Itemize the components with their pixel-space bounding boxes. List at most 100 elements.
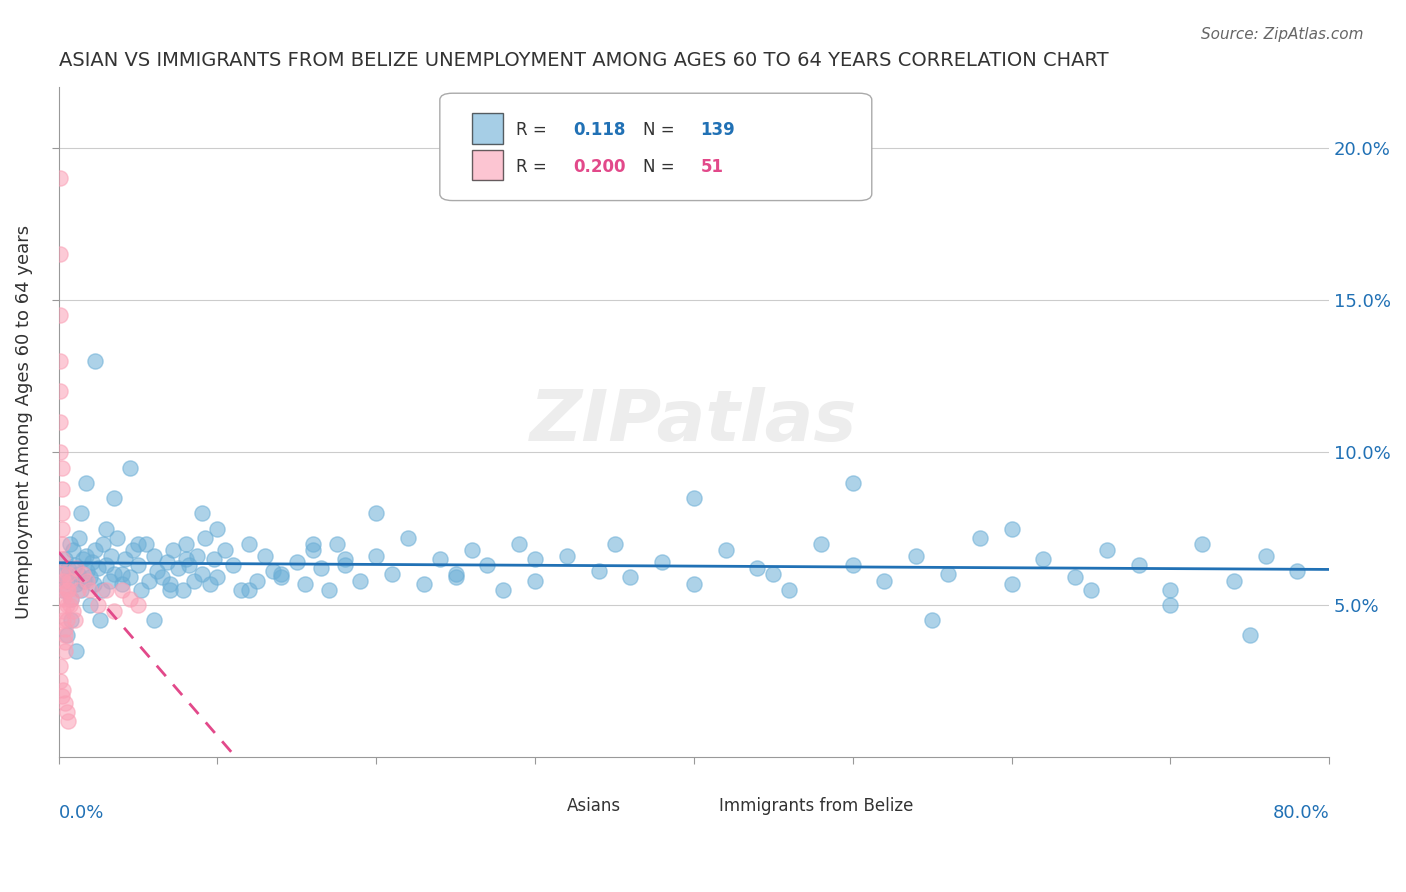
Point xyxy=(619,570,641,584)
Point xyxy=(333,558,356,573)
Point xyxy=(79,598,101,612)
Point xyxy=(120,570,142,584)
Point xyxy=(198,576,221,591)
Point xyxy=(159,582,181,597)
Point xyxy=(921,613,943,627)
Point xyxy=(55,705,77,719)
Point xyxy=(49,308,72,322)
Point xyxy=(270,567,292,582)
Point xyxy=(873,574,896,588)
Point xyxy=(143,613,166,627)
Point xyxy=(49,171,72,186)
Point xyxy=(138,574,160,588)
Point xyxy=(53,634,76,648)
Point xyxy=(67,531,90,545)
Point xyxy=(84,543,107,558)
Point xyxy=(492,582,515,597)
Text: ASIAN VS IMMIGRANTS FROM BELIZE UNEMPLOYMENT AMONG AGES 60 TO 64 YEARS CORRELATI: ASIAN VS IMMIGRANTS FROM BELIZE UNEMPLOY… xyxy=(59,51,1108,70)
Point xyxy=(1064,570,1087,584)
Point xyxy=(49,659,72,673)
Point xyxy=(58,567,80,582)
FancyBboxPatch shape xyxy=(471,113,503,144)
Point xyxy=(51,507,73,521)
Point xyxy=(325,537,347,551)
Text: Source: ZipAtlas.com: Source: ZipAtlas.com xyxy=(1201,27,1364,42)
Point xyxy=(1286,565,1309,579)
Point xyxy=(238,582,260,597)
Point xyxy=(162,543,184,558)
Point xyxy=(91,537,114,551)
Point xyxy=(1254,549,1277,563)
Point xyxy=(333,552,356,566)
FancyBboxPatch shape xyxy=(440,94,872,201)
Point xyxy=(127,558,149,573)
Point xyxy=(107,531,129,545)
Point xyxy=(59,574,82,588)
Point xyxy=(120,460,142,475)
Point xyxy=(150,570,173,584)
Point xyxy=(51,690,73,704)
Point xyxy=(301,537,323,551)
Point xyxy=(76,574,98,588)
Point xyxy=(79,570,101,584)
Point xyxy=(194,531,217,545)
Point xyxy=(59,598,82,612)
Text: 80.0%: 80.0% xyxy=(1272,805,1329,822)
Point xyxy=(159,576,181,591)
Point xyxy=(87,598,110,612)
Point xyxy=(122,543,145,558)
Point xyxy=(96,582,118,597)
Point xyxy=(53,643,76,657)
Point xyxy=(202,552,225,566)
Point xyxy=(53,696,76,710)
Point xyxy=(444,567,467,582)
Point xyxy=(524,574,547,588)
Point xyxy=(366,549,388,563)
Point xyxy=(55,598,77,612)
Point xyxy=(52,582,75,597)
Point xyxy=(1239,628,1261,642)
Point xyxy=(254,549,277,563)
Point xyxy=(172,582,194,597)
Point xyxy=(49,384,72,399)
Point xyxy=(58,561,80,575)
Point xyxy=(1095,543,1118,558)
Text: 0.0%: 0.0% xyxy=(59,805,104,822)
Point xyxy=(413,576,436,591)
Point xyxy=(84,354,107,368)
Point xyxy=(53,623,76,637)
Point xyxy=(111,567,134,582)
Point xyxy=(51,567,73,582)
Text: 139: 139 xyxy=(700,121,735,139)
Point xyxy=(111,582,134,597)
Point xyxy=(52,604,75,618)
Point xyxy=(714,543,737,558)
Point xyxy=(1191,537,1213,551)
Point xyxy=(969,531,991,545)
Point xyxy=(51,537,73,551)
Point xyxy=(70,507,93,521)
Point xyxy=(49,415,72,429)
Text: ZIPatlas: ZIPatlas xyxy=(530,387,858,457)
Point xyxy=(156,555,179,569)
Point xyxy=(65,561,87,575)
Point xyxy=(683,491,706,506)
Point xyxy=(1159,582,1181,597)
Point xyxy=(262,565,284,579)
Point xyxy=(366,507,388,521)
Point xyxy=(207,522,229,536)
Point xyxy=(231,582,253,597)
Point xyxy=(55,628,77,642)
Point xyxy=(508,537,530,551)
Point xyxy=(127,537,149,551)
Y-axis label: Unemployment Among Ages 60 to 64 years: Unemployment Among Ages 60 to 64 years xyxy=(15,225,32,619)
Point xyxy=(810,537,832,551)
Point xyxy=(55,582,77,597)
Point xyxy=(53,552,76,566)
Point xyxy=(841,558,863,573)
Point xyxy=(349,574,371,588)
Point xyxy=(238,537,260,551)
Point xyxy=(129,582,152,597)
Point xyxy=(52,613,75,627)
Point xyxy=(603,537,626,551)
